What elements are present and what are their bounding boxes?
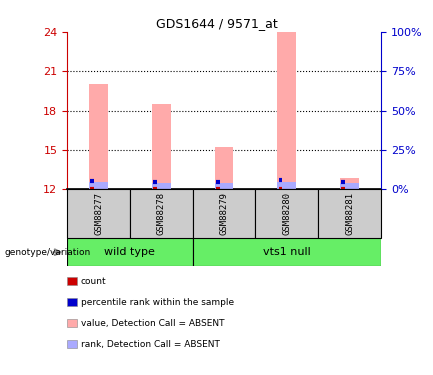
Bar [193, 238, 381, 266]
Text: value, Detection Call = ABSENT: value, Detection Call = ABSENT [81, 319, 224, 328]
Bar [152, 104, 171, 189]
Text: GDS1644 / 9571_at: GDS1644 / 9571_at [155, 17, 278, 30]
Bar [278, 182, 296, 189]
Bar [152, 183, 171, 189]
Bar [215, 183, 233, 189]
Bar [340, 178, 359, 189]
Text: GSM88277: GSM88277 [94, 192, 103, 235]
Text: GSM88281: GSM88281 [345, 192, 354, 235]
Text: vts1 null: vts1 null [263, 247, 311, 257]
Text: wild type: wild type [104, 247, 155, 257]
Bar [193, 189, 255, 238]
Bar [130, 189, 193, 238]
Bar [89, 84, 108, 189]
Text: count: count [81, 277, 107, 286]
Text: genotype/variation: genotype/variation [4, 248, 90, 257]
Bar [340, 183, 359, 189]
Bar [67, 238, 193, 266]
Bar [67, 189, 130, 238]
Text: GSM88279: GSM88279 [220, 192, 229, 235]
Bar [89, 182, 108, 189]
Bar [278, 32, 296, 189]
Bar [255, 189, 318, 238]
Text: percentile rank within the sample: percentile rank within the sample [81, 298, 234, 307]
Bar [215, 147, 233, 189]
Text: rank, Detection Call = ABSENT: rank, Detection Call = ABSENT [81, 340, 220, 349]
Text: GSM88280: GSM88280 [282, 192, 291, 235]
Text: GSM88278: GSM88278 [157, 192, 166, 235]
Bar [318, 189, 381, 238]
